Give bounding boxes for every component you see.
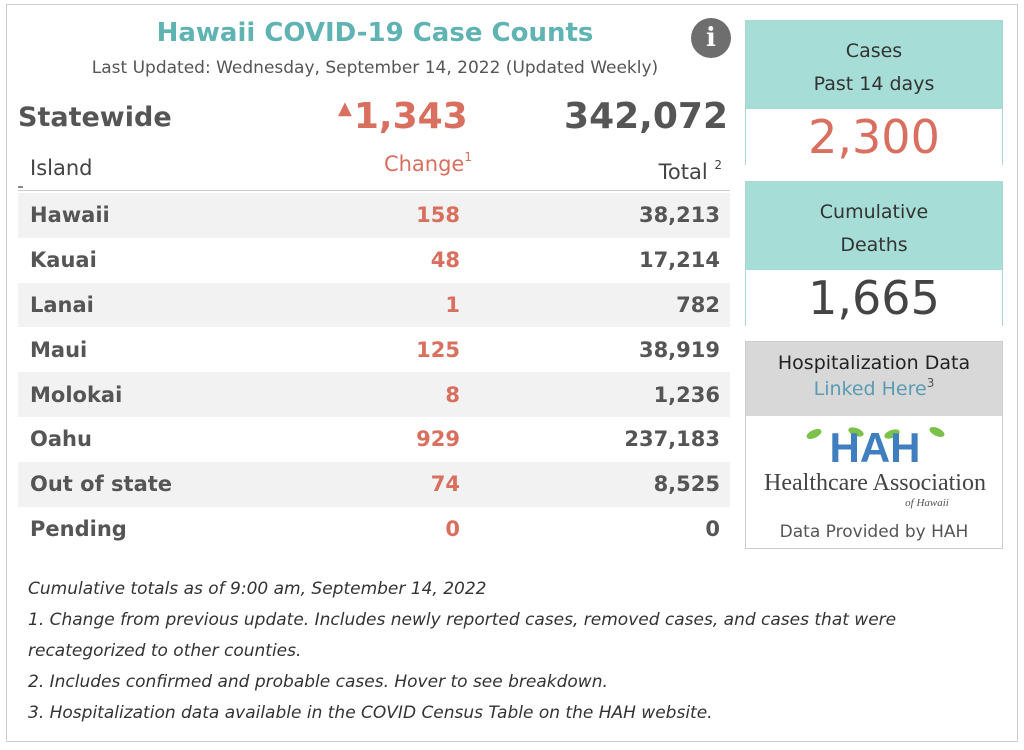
deaths-card-header: Cumulative Deaths [746,182,1002,270]
cases-card-subtitle: Past 14 days [813,73,935,95]
hah-logo-mark: HAH [830,424,921,471]
header-divider [18,190,730,191]
island-table: Hawaii 158 38,213 Kauai 48 17,214 Lanai 1 782 … [18,193,730,551]
cases-card-header: Cases Past 14 days [746,21,1002,109]
info-icon[interactable]: i [691,18,731,58]
island-change: 158 [416,203,460,228]
island-name: Pending [30,516,127,541]
island-change: 48 [430,248,460,273]
island-change: 8 [445,382,460,407]
footnote-2: 2. Includes confirmed and probable cases… [28,672,608,692]
data-provided-text: Data Provided by HAH [779,522,969,542]
cases-card-title: Cases [845,40,903,62]
island-name: Out of state [30,472,173,497]
hospitalization-link-text[interactable]: Linked Here [813,378,927,400]
island-total: 237,183 [624,427,720,452]
island-total: 17,214 [638,248,720,273]
island-name: Hawaii [30,203,110,228]
footnote-marker-1: 1 [464,150,472,164]
island-name: Kauai [30,248,97,273]
cases-14-days-card: Cases Past 14 days 2,300 [745,20,1003,165]
table-row[interactable]: Molokai 8 1,236 [18,372,730,417]
sort-handle[interactable] [18,186,23,188]
column-header-island: Island [30,156,93,180]
hospitalization-card: Hospitalization Data Linked Here3 HAH He… [745,341,1003,549]
footnote-marker-2: 2 [714,158,722,172]
up-arrow-icon: ▲ [338,98,352,119]
table-row[interactable]: Maui 125 38,919 [18,327,730,372]
statewide-change: ▲1,343 [338,96,468,137]
column-header-total: Total 2 [659,158,722,184]
island-change: 125 [416,337,460,362]
hospitalization-link[interactable]: Linked Here3 [746,376,1002,400]
column-header-change-label: Change [383,152,465,176]
hah-logo-sub: of Hawaii [905,497,949,509]
island-change: 74 [430,472,460,497]
column-header-total-label: Total [658,160,708,184]
statewide-label: Statewide [18,102,172,133]
table-row[interactable]: Lanai 1 782 [18,282,730,328]
last-updated-text: Last Updated: Wednesday, September 14, 2… [91,58,659,78]
hospitalization-title: Hospitalization Data [777,352,971,374]
table-row[interactable]: Hawaii 158 38,213 [18,193,730,238]
island-change: 929 [416,427,460,452]
island-change: 0 [445,516,460,541]
dashboard-frame [6,4,1018,742]
island-name: Lanai [30,292,94,317]
island-total: 8,525 [653,472,720,497]
hospitalization-header: Hospitalization Data Linked Here3 [746,342,1002,416]
footnotes: Cumulative totals as of 9:00 am, Septemb… [28,574,998,729]
island-total: 38,919 [638,337,720,362]
statewide-total: 342,072 [564,96,728,137]
footnote-1: 1. Change from previous update. Includes… [28,610,897,661]
island-name: Maui [30,337,88,362]
deaths-card-title: Cumulative [819,201,929,223]
table-row[interactable]: Kauai 48 17,214 [18,238,730,283]
island-total: 38,213 [638,203,720,228]
deaths-card-subtitle: Deaths [840,234,908,256]
table-row[interactable]: Out of state 74 8,525 [18,461,730,507]
hah-logo-name: Healthcare Association [764,470,986,496]
island-total: 1,236 [653,382,720,407]
hah-logo[interactable]: HAH Healthcare Association of Hawaii [752,422,998,512]
cumulative-deaths-value: 1,665 [746,270,1002,326]
table-row[interactable]: Pending 0 0 [18,507,730,552]
footnote-3: 3. Hospitalization data available in the… [28,703,713,723]
island-name: Molokai [30,382,123,407]
island-total: 782 [676,292,720,317]
island-change: 1 [445,292,460,317]
table-row[interactable]: Oahu 929 237,183 [18,417,730,462]
cumulative-deaths-card: Cumulative Deaths 1,665 [745,181,1003,326]
column-header-change: Change1 [384,150,472,176]
footnote-cumulative: Cumulative totals as of 9:00 am, Septemb… [28,579,487,599]
page-title: Hawaii COVID-19 Case Counts [156,18,594,48]
cases-14-days-value: 2,300 [746,109,1002,165]
statewide-change-value: 1,343 [353,96,468,137]
leaf-icon [806,427,945,439]
footnote-marker-3: 3 [926,376,935,390]
island-name: Oahu [30,427,92,452]
island-total: 0 [705,516,720,541]
